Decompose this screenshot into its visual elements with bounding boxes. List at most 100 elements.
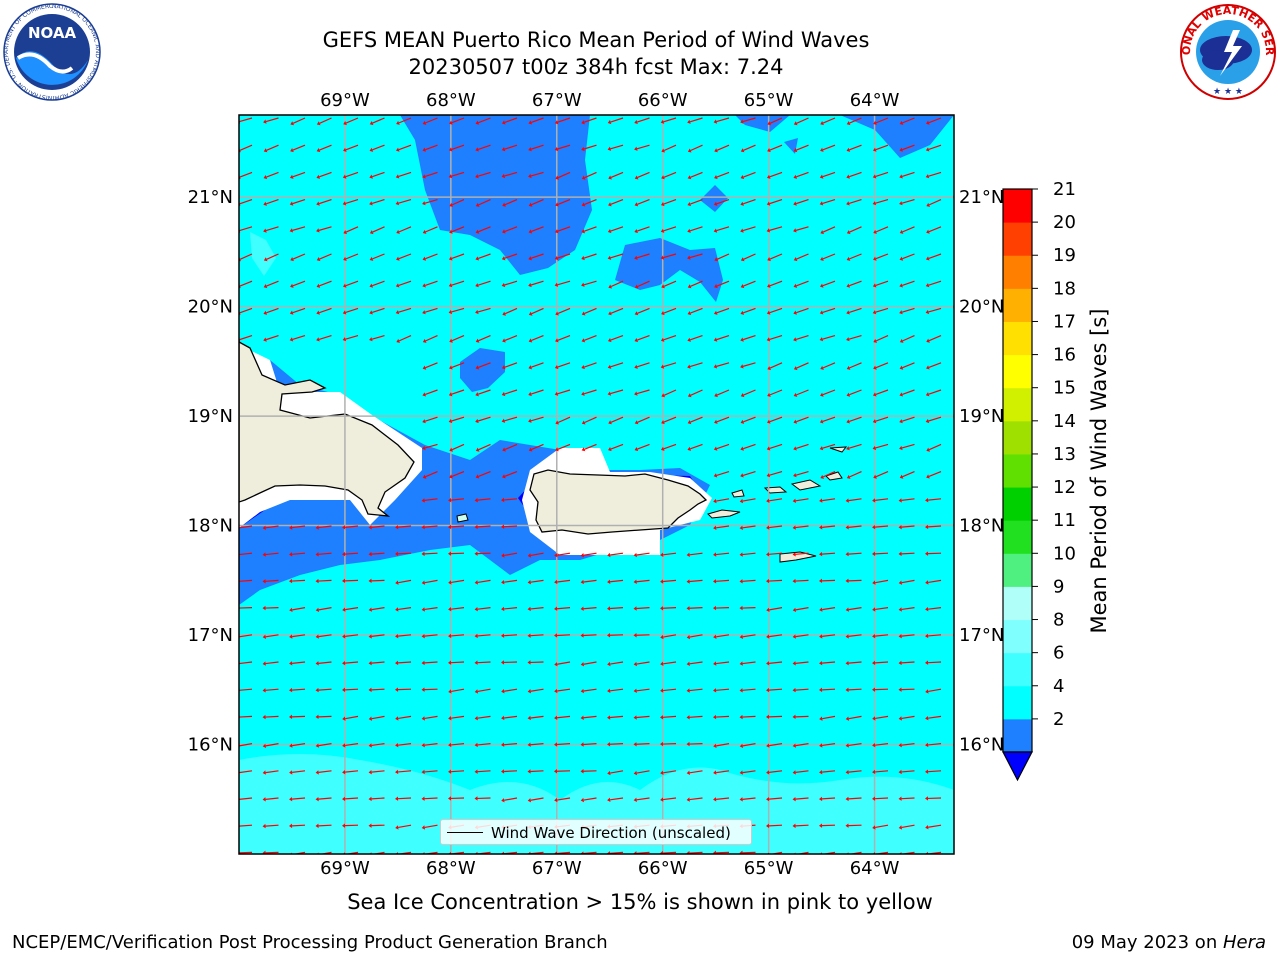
- wave-arrowhead: [899, 474, 904, 479]
- wave-arrowhead: [687, 284, 692, 289]
- wave-arrowhead: [581, 255, 585, 261]
- wave-arrowhead: [528, 311, 533, 316]
- wave-arrow: [795, 471, 809, 476]
- wave-arrowhead: [898, 580, 903, 585]
- wave-arrow: [928, 117, 942, 124]
- wave-arrow: [398, 226, 412, 233]
- wave-arrow: [609, 851, 624, 854]
- wave-arrowhead: [739, 688, 743, 693]
- lon-tick-label-top: 67°W: [532, 90, 582, 111]
- wave-arrow: [689, 770, 703, 774]
- wave-arrowhead: [475, 418, 479, 424]
- wave-arrow: [821, 661, 836, 664]
- wave-arrowhead: [289, 607, 293, 613]
- wave-arrow: [424, 715, 438, 720]
- wave-arrowhead: [846, 256, 851, 261]
- lon-tick-label-top: 66°W: [638, 90, 688, 111]
- wave-arrowhead: [580, 715, 584, 720]
- hispaniola-land: [239, 341, 415, 517]
- wave-arrow: [822, 362, 836, 369]
- wave-arrowhead: [660, 364, 665, 369]
- wave-arrowhead: [713, 446, 718, 451]
- wave-arrowhead: [527, 580, 531, 585]
- wave-arrow: [716, 117, 730, 123]
- wave-arrow: [239, 253, 253, 260]
- wave-arrow: [769, 471, 783, 476]
- wave-arrowhead: [422, 338, 427, 343]
- wave-arrowhead: [554, 688, 558, 694]
- wave-arrow: [265, 634, 279, 638]
- wave-arrow: [425, 389, 438, 396]
- wave-arrow: [663, 253, 677, 259]
- wave-arrow: [716, 797, 730, 800]
- colorbar-segment: [1003, 420, 1032, 455]
- wave-arrowhead: [422, 201, 426, 206]
- wave-arrowhead: [766, 743, 770, 748]
- wave-arrowhead: [421, 825, 426, 830]
- wave-arrowhead: [793, 174, 798, 179]
- wave-arrow: [848, 661, 862, 664]
- wave-arrowhead: [899, 283, 903, 288]
- wave-arrowhead: [660, 634, 664, 640]
- wave-arrow: [557, 579, 571, 583]
- wave-arrow: [477, 770, 491, 773]
- wave-arrow: [425, 253, 438, 260]
- wave-arrow: [716, 552, 730, 556]
- wave-arrowhead: [501, 715, 505, 721]
- lon-tick-label-top: 68°W: [426, 90, 476, 111]
- colorbar-tick-label: 13: [1053, 444, 1076, 465]
- wave-arrowhead: [607, 633, 611, 638]
- wave-arrow: [504, 471, 518, 477]
- wave-arrowhead: [290, 121, 295, 126]
- wave-arrowhead: [872, 310, 877, 315]
- wave-arrow: [663, 307, 677, 314]
- wave-arrowhead: [873, 256, 877, 261]
- wave-arrowhead: [527, 715, 531, 721]
- wave-arrowhead: [342, 634, 346, 639]
- wave-arrowhead: [475, 338, 480, 343]
- wave-arrow: [902, 253, 915, 260]
- wave-arrow: [265, 715, 279, 718]
- wave-arrowhead: [925, 689, 929, 694]
- wave-arrowhead: [368, 634, 372, 639]
- wave-arrowhead: [554, 797, 558, 803]
- wave-arrow: [425, 117, 438, 124]
- wave-arrowhead: [767, 257, 771, 262]
- wave-arrow: [265, 824, 279, 827]
- wave-arrowhead: [793, 228, 797, 233]
- wave-arrowhead: [422, 474, 427, 479]
- wave-arrow: [848, 443, 862, 449]
- wave-arrowhead: [872, 419, 877, 424]
- wave-arrow: [530, 688, 544, 692]
- wave-arrowhead: [792, 796, 796, 802]
- lat-tick-label-left: 21°N: [188, 187, 233, 208]
- wave-arrowhead: [898, 769, 902, 775]
- colorbar-segment: [1003, 354, 1032, 389]
- wave-arrowhead: [289, 552, 293, 557]
- wave-arrow: [769, 743, 783, 747]
- wave-arrowhead: [898, 825, 903, 830]
- wave-arrow: [689, 851, 703, 854]
- wave-arrow: [530, 280, 544, 286]
- wave-arrow: [927, 770, 942, 773]
- wave-arrow: [371, 199, 385, 204]
- wave-arrowhead: [555, 202, 559, 207]
- wave-arrowhead: [634, 391, 638, 396]
- wave-arrow: [531, 253, 544, 259]
- wave-arrow: [397, 797, 412, 800]
- wave-arrow: [610, 770, 624, 774]
- wave-arrowhead: [686, 770, 691, 776]
- wave-arrow: [636, 253, 650, 259]
- wave-arrowhead: [766, 201, 771, 206]
- wave-arrow: [292, 199, 306, 205]
- vieques-island: [707, 509, 741, 519]
- wave-arrowhead: [474, 524, 478, 530]
- wave-arrow: [822, 770, 836, 773]
- map-legend: Wind Wave Direction (unscaled): [440, 819, 752, 845]
- wave-arrow: [636, 688, 650, 692]
- wave-arrow: [265, 770, 279, 774]
- wave-arrowhead: [687, 175, 692, 180]
- wave-arrow: [690, 416, 703, 423]
- wave-arrow: [875, 199, 889, 204]
- lon-tick-label-bottom: 64°W: [850, 858, 900, 879]
